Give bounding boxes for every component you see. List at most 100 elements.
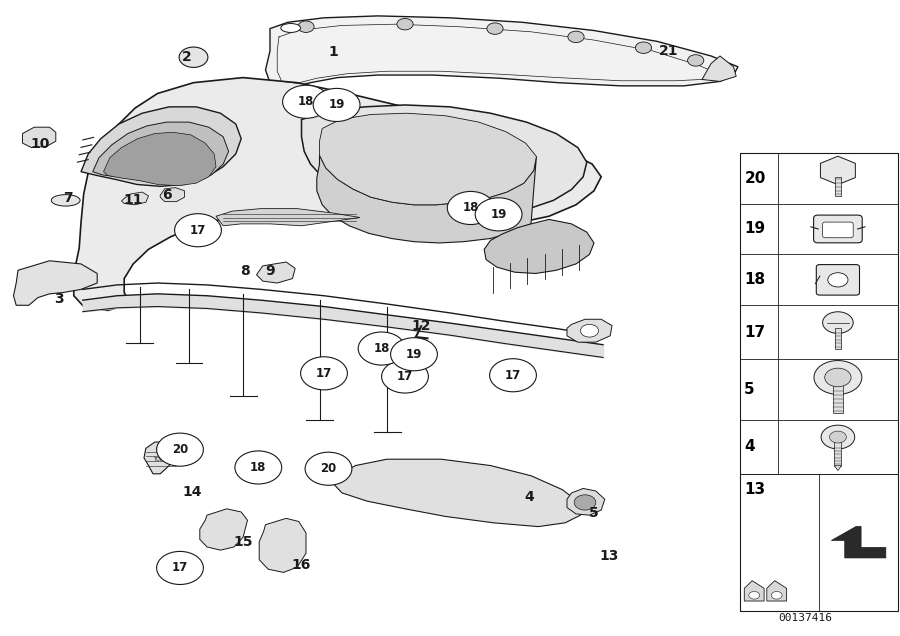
Text: 14: 14: [182, 485, 202, 499]
Text: 5: 5: [590, 506, 598, 520]
Polygon shape: [259, 518, 306, 572]
Circle shape: [397, 18, 413, 30]
Bar: [832, 384, 843, 413]
Polygon shape: [144, 442, 176, 474]
Text: 3: 3: [55, 292, 64, 306]
Text: 10: 10: [31, 137, 50, 151]
Text: 00137416: 00137416: [778, 613, 832, 623]
Circle shape: [490, 359, 536, 392]
Text: 5: 5: [744, 382, 755, 397]
Text: 19: 19: [744, 221, 765, 237]
Circle shape: [771, 591, 782, 599]
Circle shape: [824, 368, 851, 387]
Circle shape: [235, 451, 282, 484]
Text: 20: 20: [172, 443, 188, 456]
Polygon shape: [104, 132, 216, 186]
Ellipse shape: [281, 24, 301, 32]
Circle shape: [635, 42, 652, 53]
Text: 18: 18: [298, 95, 314, 108]
Polygon shape: [256, 262, 295, 283]
Text: 17: 17: [505, 369, 521, 382]
Text: TORX: TORX: [153, 457, 167, 462]
Circle shape: [283, 85, 329, 118]
Text: 2: 2: [182, 50, 191, 64]
Bar: [834, 442, 842, 466]
Bar: [740, 153, 898, 611]
Text: 18: 18: [744, 272, 765, 287]
Circle shape: [568, 31, 584, 43]
Polygon shape: [266, 16, 738, 88]
Circle shape: [301, 357, 347, 390]
Text: 19: 19: [328, 99, 345, 111]
Text: 17: 17: [397, 370, 413, 383]
Polygon shape: [317, 155, 536, 243]
Circle shape: [447, 191, 494, 225]
Text: 19: 19: [406, 348, 422, 361]
Text: 17: 17: [744, 325, 765, 340]
Polygon shape: [22, 127, 56, 148]
Circle shape: [475, 198, 522, 231]
Circle shape: [487, 23, 503, 34]
Circle shape: [823, 312, 853, 333]
Polygon shape: [93, 122, 229, 184]
Text: 15: 15: [233, 535, 253, 549]
Circle shape: [313, 88, 360, 121]
Polygon shape: [216, 209, 360, 226]
Text: 19: 19: [491, 208, 507, 221]
Text: 20: 20: [320, 462, 337, 475]
Polygon shape: [333, 459, 580, 527]
Text: 20: 20: [744, 170, 766, 186]
Circle shape: [382, 360, 428, 393]
Polygon shape: [200, 509, 248, 550]
Polygon shape: [160, 188, 184, 202]
Text: 13: 13: [744, 482, 765, 497]
Polygon shape: [302, 105, 587, 216]
Text: 17: 17: [316, 367, 332, 380]
Circle shape: [305, 452, 352, 485]
Text: 18: 18: [463, 202, 479, 214]
Circle shape: [179, 47, 208, 67]
Polygon shape: [320, 113, 536, 205]
Text: 4: 4: [744, 439, 755, 454]
FancyBboxPatch shape: [816, 265, 860, 295]
Bar: [835, 177, 841, 196]
Polygon shape: [834, 466, 842, 471]
Text: 21: 21: [659, 44, 679, 58]
Polygon shape: [74, 78, 601, 310]
Polygon shape: [484, 219, 594, 273]
Circle shape: [821, 425, 855, 449]
Circle shape: [688, 55, 704, 66]
Polygon shape: [14, 261, 97, 305]
Text: 6: 6: [162, 188, 171, 202]
Circle shape: [749, 591, 760, 599]
Polygon shape: [821, 156, 855, 184]
Polygon shape: [567, 488, 605, 515]
FancyBboxPatch shape: [814, 215, 862, 243]
Text: 16: 16: [292, 558, 311, 572]
Text: 12: 12: [411, 319, 431, 333]
Ellipse shape: [51, 195, 80, 206]
Polygon shape: [832, 527, 886, 558]
Circle shape: [814, 361, 862, 394]
FancyBboxPatch shape: [823, 222, 853, 238]
Bar: [835, 328, 841, 349]
Text: 13: 13: [599, 550, 619, 563]
Circle shape: [175, 214, 221, 247]
Polygon shape: [567, 319, 612, 342]
Circle shape: [830, 431, 846, 443]
Circle shape: [298, 21, 314, 32]
Text: 18: 18: [250, 461, 266, 474]
Polygon shape: [81, 107, 241, 186]
Text: 4: 4: [525, 490, 534, 504]
Circle shape: [391, 338, 437, 371]
Circle shape: [358, 332, 405, 365]
Text: 18: 18: [374, 342, 390, 355]
Text: 1: 1: [328, 45, 338, 59]
Polygon shape: [744, 581, 764, 601]
Text: 17: 17: [172, 562, 188, 574]
Text: 7: 7: [63, 191, 72, 205]
Circle shape: [828, 273, 848, 287]
Circle shape: [580, 324, 598, 337]
Circle shape: [157, 433, 203, 466]
Polygon shape: [767, 581, 787, 601]
